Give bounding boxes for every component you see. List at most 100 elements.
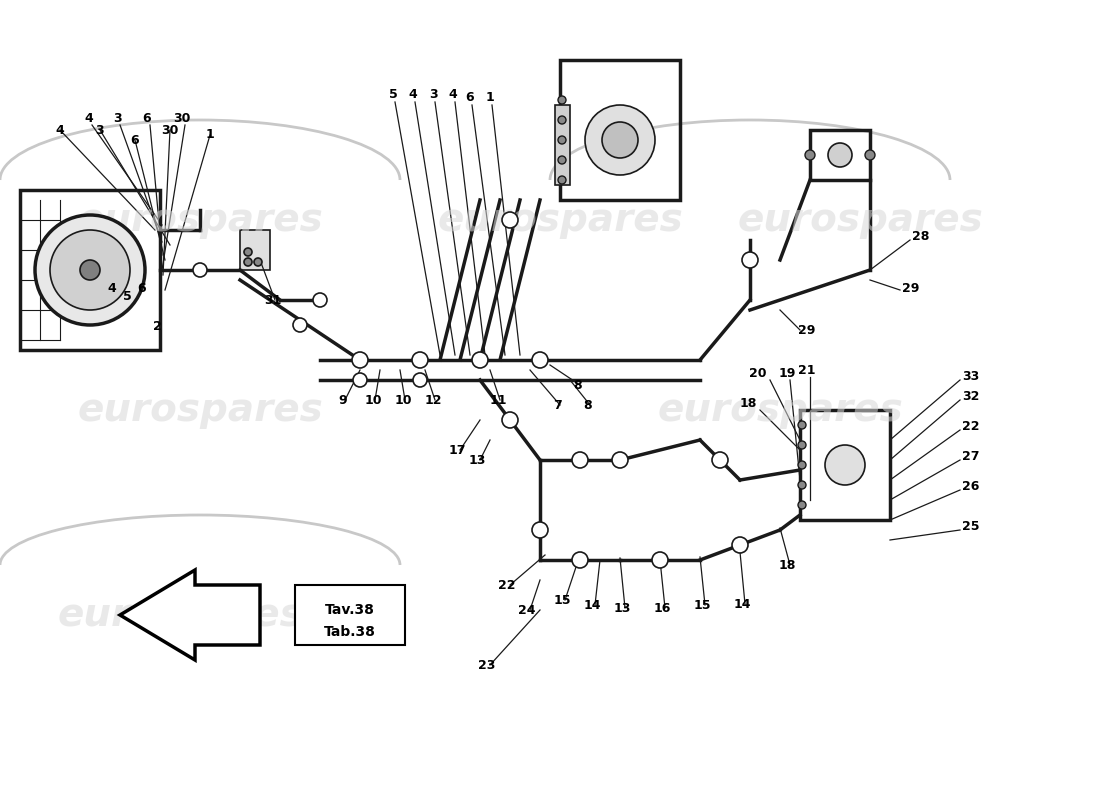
Text: 33: 33 (962, 370, 979, 383)
Text: 1: 1 (485, 91, 494, 104)
Text: 23: 23 (478, 659, 496, 672)
Text: 8: 8 (574, 379, 582, 392)
Circle shape (502, 412, 518, 428)
Circle shape (412, 352, 428, 368)
Bar (240, 230, 270, 270)
Text: 16: 16 (653, 602, 671, 615)
Circle shape (602, 122, 638, 158)
Text: 2: 2 (153, 320, 162, 333)
Text: 3: 3 (96, 123, 104, 137)
Text: 21: 21 (799, 364, 816, 377)
Text: Tab.38: Tab.38 (324, 625, 376, 639)
Circle shape (798, 501, 806, 509)
Text: 13: 13 (469, 454, 486, 467)
Text: 4: 4 (408, 88, 417, 101)
Circle shape (244, 248, 252, 256)
Text: 5: 5 (122, 290, 131, 303)
Text: 7: 7 (553, 399, 562, 412)
Circle shape (558, 96, 566, 104)
Text: 3: 3 (112, 112, 121, 125)
Circle shape (532, 522, 548, 538)
Text: 30: 30 (174, 112, 190, 125)
Circle shape (798, 481, 806, 489)
Circle shape (798, 421, 806, 429)
Text: eurospares: eurospares (737, 201, 983, 239)
Text: 19: 19 (779, 367, 795, 380)
Text: 6: 6 (131, 134, 140, 146)
Text: 25: 25 (962, 520, 979, 533)
Text: 15: 15 (693, 599, 711, 612)
Text: 29: 29 (902, 282, 920, 295)
Text: 15: 15 (553, 594, 571, 607)
Text: 29: 29 (798, 324, 815, 337)
Text: 4: 4 (108, 282, 117, 295)
Circle shape (244, 258, 252, 266)
Text: eurospares: eurospares (77, 391, 323, 429)
Bar (20, 190, 160, 350)
Circle shape (742, 252, 758, 268)
Circle shape (825, 445, 865, 485)
Text: 17: 17 (449, 444, 465, 457)
Circle shape (732, 537, 748, 553)
Text: 10: 10 (394, 394, 411, 407)
Circle shape (412, 373, 427, 387)
Circle shape (828, 143, 852, 167)
Text: 4: 4 (449, 88, 458, 101)
Text: 24: 24 (518, 604, 536, 617)
Polygon shape (120, 570, 260, 660)
Circle shape (558, 176, 566, 184)
Text: 8: 8 (584, 399, 592, 412)
Text: 4: 4 (85, 112, 94, 125)
Bar (800, 410, 890, 520)
Text: 6: 6 (143, 112, 152, 125)
Bar (810, 130, 870, 180)
Circle shape (558, 136, 566, 144)
Circle shape (293, 318, 307, 332)
Text: 22: 22 (498, 579, 516, 592)
Circle shape (558, 116, 566, 124)
Circle shape (35, 215, 145, 325)
Text: eurospares: eurospares (77, 201, 323, 239)
Circle shape (532, 352, 548, 368)
Text: 1: 1 (206, 129, 214, 142)
Text: 12: 12 (425, 394, 442, 407)
Circle shape (353, 373, 367, 387)
Text: 31: 31 (264, 294, 282, 307)
Circle shape (798, 441, 806, 449)
Circle shape (80, 260, 100, 280)
Text: 10: 10 (364, 394, 382, 407)
Text: 13: 13 (614, 602, 630, 615)
Text: 32: 32 (962, 390, 979, 403)
Text: Tav.38: Tav.38 (326, 603, 375, 617)
Text: 3: 3 (429, 88, 438, 101)
Text: 18: 18 (739, 397, 757, 410)
Text: 27: 27 (962, 450, 979, 463)
Text: 6: 6 (465, 91, 474, 104)
Text: 28: 28 (912, 230, 930, 243)
Text: 4: 4 (56, 123, 65, 137)
Circle shape (572, 452, 588, 468)
Circle shape (572, 552, 588, 568)
Text: 18: 18 (779, 559, 795, 572)
Circle shape (352, 352, 368, 368)
Bar (295, 585, 405, 645)
Circle shape (712, 452, 728, 468)
Text: eurospares: eurospares (57, 596, 303, 634)
Circle shape (585, 105, 654, 175)
Text: 26: 26 (962, 480, 979, 493)
Circle shape (652, 552, 668, 568)
Text: 9: 9 (339, 394, 348, 407)
Text: 5: 5 (388, 88, 397, 101)
Text: 11: 11 (490, 394, 507, 407)
Bar (560, 60, 680, 200)
Circle shape (558, 156, 566, 164)
Text: 14: 14 (583, 599, 601, 612)
Text: 22: 22 (962, 420, 979, 433)
Circle shape (192, 263, 207, 277)
Text: 20: 20 (749, 367, 767, 380)
Circle shape (472, 352, 488, 368)
Circle shape (805, 150, 815, 160)
Text: eurospares: eurospares (437, 201, 683, 239)
Text: 6: 6 (138, 282, 146, 295)
Circle shape (798, 461, 806, 469)
